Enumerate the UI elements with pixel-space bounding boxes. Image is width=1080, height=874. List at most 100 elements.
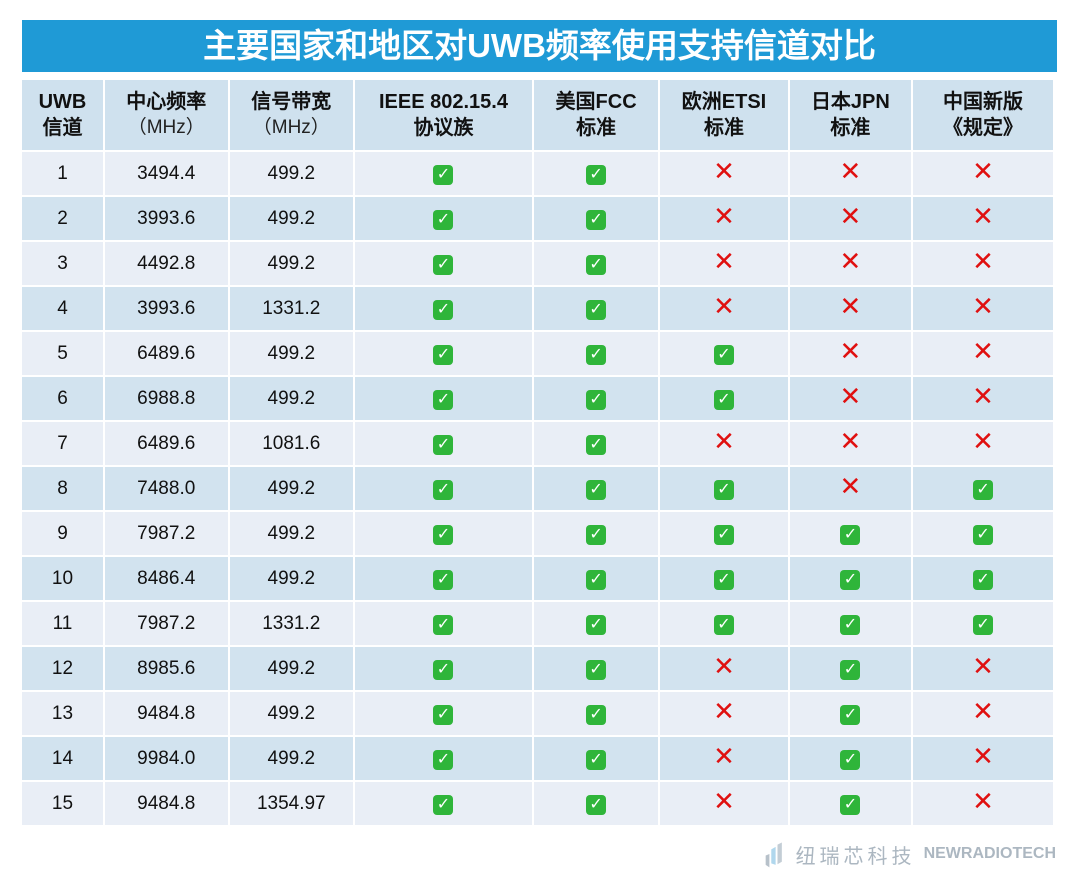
table-row: 5 6489.6 499.2 ✓ ✓ ✓ ✕ ✕ [22,332,1053,375]
table-cell: ✓ [789,737,912,780]
table-cell: ✕ [660,647,788,690]
table-cell: ✓ [533,647,659,690]
table-cell: 499.2 [229,557,354,600]
cross-icon: ✕ [713,201,735,231]
table-cell: ✕ [913,377,1053,420]
table-cell: ✕ [789,197,912,240]
cross-icon: ✕ [713,696,735,726]
check-mark-icon: ✓ [433,614,454,635]
check-mark-icon: ✓ [586,659,607,680]
table-cell: ✓ [355,602,532,645]
cross-icon: ✕ [972,741,994,771]
cross-icon: ✕ [713,426,735,456]
uwb-channel-table: UWB 信道 中心频率 （MHz） 信号带宽 （MHz） IEEE 802.15.4 协议族 美… [20,78,1055,827]
check-mark-icon: ✓ [586,749,607,770]
check-mark-icon: ✓ [433,299,454,320]
table-cell: ✓ [355,692,532,735]
cross-icon: ✕ [839,426,862,456]
table-cell: 499.2 [229,152,354,195]
cross-icon: ✕ [972,696,994,726]
table-cell: ✓ [660,377,788,420]
table-cell: 6988.8 [104,377,228,420]
cross-icon: ✕ [972,426,994,456]
table-cell: 7987.2 [104,602,228,645]
table-cell: ✕ [789,242,912,285]
check-mark-icon: ✓ [586,614,607,635]
table-cell: 1081.6 [229,422,354,465]
cross-icon: ✕ [713,156,735,186]
table-cell: ✓ [533,377,659,420]
table-row: 3 4492.8 499.2 ✓ ✓ ✕ ✕ ✕ [22,242,1053,285]
table-cell: 499.2 [229,647,354,690]
table-cell: 3 [22,242,103,285]
check-mark-icon: ✓ [586,704,607,725]
table-cell: 499.2 [229,377,354,420]
table-cell: 9984.0 [104,737,228,780]
table-cell: 2 [22,197,103,240]
table-cell: ✓ [533,557,659,600]
cross-icon: ✕ [713,291,735,321]
column-header: 欧洲ETSI 标准 [660,80,788,150]
check-mark-icon: ✓ [433,794,454,815]
table-row: 2 3993.6 499.2 ✓ ✓ ✕ ✕ ✕ [22,197,1053,240]
table-cell: ✓ [789,692,912,735]
table-cell: ✓ [913,467,1053,510]
cross-icon: ✕ [839,246,862,276]
table-row: 6 6988.8 499.2 ✓ ✓ ✓ ✕ ✕ [22,377,1053,420]
table-cell: 7488.0 [104,467,228,510]
table-cell: ✓ [533,152,659,195]
table-row: 7 6489.6 1081.6 ✓ ✓ ✕ ✕ ✕ [22,422,1053,465]
table-cell: ✕ [789,377,912,420]
cross-icon: ✕ [972,291,994,321]
check-mark-icon: ✓ [840,749,861,770]
cross-icon: ✕ [713,741,735,771]
table-cell: ✓ [355,332,532,375]
table-cell: ✕ [913,197,1053,240]
table-cell: ✓ [789,782,912,825]
cross-icon: ✕ [713,246,735,276]
header-row: UWB 信道 中心频率 （MHz） 信号带宽 （MHz） IEEE 802.15.4 协议族 美… [22,80,1053,150]
cross-icon: ✕ [839,381,862,411]
page-title: 主要国家和地区对UWB频率使用支持信道对比 [22,20,1057,72]
table-cell: ✓ [355,782,532,825]
check-mark-icon: ✓ [433,749,454,770]
table-cell: ✕ [789,287,912,330]
column-header: 美国FCC 标准 [533,80,659,150]
check-mark-icon: ✓ [973,524,994,545]
table-cell: 6 [22,377,103,420]
table-cell: ✕ [660,692,788,735]
table-cell: ✕ [660,287,788,330]
table-cell: ✓ [355,422,532,465]
table-cell: ✓ [355,557,532,600]
table-cell: ✓ [533,332,659,375]
check-mark-icon: ✓ [586,164,607,185]
table-cell: ✓ [913,557,1053,600]
check-mark-icon: ✓ [840,704,861,725]
cross-icon: ✕ [713,651,735,681]
check-mark-icon: ✓ [586,479,607,500]
table-cell: 499.2 [229,332,354,375]
column-header: IEEE 802.15.4 协议族 [355,80,532,150]
table-cell: 6489.6 [104,422,228,465]
check-mark-icon: ✓ [713,524,734,545]
table-cell: ✓ [660,512,788,555]
table-cell: ✕ [913,737,1053,780]
table-row: 10 8486.4 499.2 ✓ ✓ ✓ ✓ ✓ [22,557,1053,600]
column-header: 中国新版 《规定》 [913,80,1053,150]
check-mark-icon: ✓ [586,299,607,320]
table-cell: 13 [22,692,103,735]
check-mark-icon: ✓ [973,614,994,635]
cross-icon: ✕ [972,336,994,366]
table-cell: ✓ [533,242,659,285]
table-cell: ✓ [355,242,532,285]
cross-icon: ✕ [972,381,994,411]
check-mark-icon: ✓ [586,794,607,815]
check-mark-icon: ✓ [586,344,607,365]
table-cell: ✕ [913,782,1053,825]
check-mark-icon: ✓ [433,569,454,590]
header-main: 中国新版 [943,91,1024,113]
table-cell: ✕ [789,422,912,465]
cross-icon: ✕ [839,201,862,231]
check-mark-icon: ✓ [586,434,607,455]
table-cell: 4492.8 [104,242,228,285]
